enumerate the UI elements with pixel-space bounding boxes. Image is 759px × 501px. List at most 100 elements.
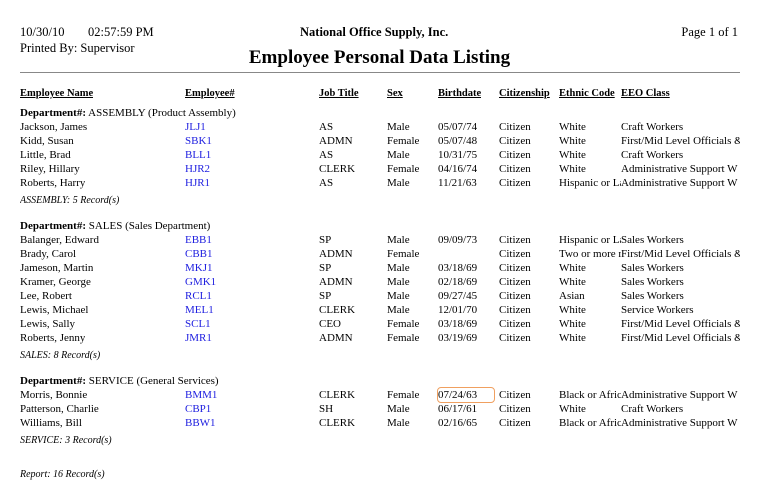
column-header[interactable]: Sex [387,88,403,99]
cell-ethnic-code: White [559,276,586,288]
cell-eeo-class: Sales Workers [621,234,684,246]
cell-ethnic-code: White [559,332,586,344]
cell-ethnic-code: Black or African American [559,417,621,429]
cell-ethnic-code: White [559,121,586,133]
cell-employee[interactable]: JLJ1 [185,121,206,133]
department-label: Department#: [20,107,86,119]
cell-employee[interactable]: RCL1 [185,290,212,302]
cell-eeo-class: Craft Workers [621,149,684,161]
cell-employee[interactable]: SBK1 [185,135,212,147]
cell-employee-name: Morris, Bonnie [20,389,88,401]
cell-eeo-class: Administrative Support W [621,389,738,401]
cell-employee-name: Lewis, Michael [20,304,89,316]
cell-birthdate: 02/16/65 [438,417,478,429]
cell-citizenship: Citizen [499,332,531,344]
cell-eeo-class: Craft Workers [621,121,684,133]
cell-employee-name: Lee, Robert [20,290,72,302]
cell-birthdate: 07/24/63 [437,387,495,403]
department-section: Department#: SERVICE (General Services) M… [0,374,740,448]
column-header[interactable]: Birthdate [438,88,482,99]
department-header: Department#: SERVICE (General Services) [0,374,740,388]
cell-employee[interactable]: HJR1 [185,177,211,189]
column-header[interactable]: Employee Name [20,88,94,99]
cell-birthdate: 05/07/74 [438,121,478,133]
cell-job-title: AS [319,149,334,161]
header-divider [20,72,740,73]
table-row: Kidd, Susan SBK1 ADMN Female 05/07/48 Citizen… [0,134,740,148]
table-row: Williams, Bill BBW1 CLERK Male 02/16/65 Citiz… [0,416,740,430]
cell-employee-name: Williams, Bill [20,417,82,429]
cell-employee[interactable]: MKJ1 [185,262,213,274]
cell-birthdate: 04/16/74 [438,163,478,175]
department-name: ASSEMBLY (Product Assembly) [88,107,236,119]
report-title: Employee Personal Data Listing [248,47,511,68]
cell-sex: Male [387,403,410,415]
cell-employee[interactable]: MEL1 [185,304,214,316]
cell-employee-name: Balanger, Edward [20,234,99,246]
cell-employee[interactable]: CBB1 [185,248,213,260]
cell-employee[interactable]: SCL1 [185,318,211,330]
cell-employee[interactable]: EBB1 [185,234,212,246]
column-header[interactable]: Citizenship [499,88,550,99]
cell-ethnic-code: White [559,135,586,147]
table-row: Lewis, Sally SCL1 CEO Female 03/18/69 Citizen… [0,317,740,331]
table-row: Balanger, Edward EBB1 SP Male 09/09/73 Citize… [0,233,740,247]
cell-eeo-class: Administrative Support W [621,163,738,175]
department-name: SALES (Sales Department) [88,220,211,232]
column-header[interactable]: Job Title [319,88,359,99]
cell-eeo-class: Administrative Support W [621,177,738,189]
cell-birthdate: 09/09/73 [438,234,478,246]
cell-ethnic-code: White [559,163,586,175]
department-label: Department#: [20,375,86,387]
cell-citizenship: Citizen [499,149,531,161]
column-header[interactable]: Ethnic Code [559,88,615,99]
column-headers: Employee Name Employee# Job Title Sex Birthd… [0,87,740,101]
cell-citizenship: Citizen [499,389,531,401]
department-summary: SALES: 8 Record(s) [20,350,101,361]
table-row: Jackson, James JLJ1 AS Male 05/07/74 Citizen W… [0,120,740,134]
cell-citizenship: Citizen [499,290,531,302]
cell-employee[interactable]: BLL1 [185,149,212,161]
cell-job-title: CEO [319,318,341,330]
table-row: Kramer, George GMK1 ADMN Male 02/18/69 Citize… [0,275,740,289]
cell-sex: Male [387,234,410,246]
cell-ethnic-code: White [559,403,586,415]
cell-employee[interactable]: BBW1 [185,417,216,429]
cell-employee[interactable]: CBP1 [185,403,212,415]
table-row: Roberts, Jenny JMR1 ADMN Female 03/19/69 Citi… [0,331,740,345]
cell-sex: Female [387,389,420,401]
cell-employee[interactable]: BMM1 [185,389,218,401]
cell-eeo-class: First/Mid Level Officials & [621,248,740,260]
cell-citizenship: Citizen [499,135,531,147]
cell-citizenship: Citizen [499,248,531,260]
cell-employee-name: Jameson, Martin [20,262,94,274]
department-header: Department#: SALES (Sales Department) [0,219,740,233]
cell-eeo-class: Service Workers [621,304,694,316]
cell-sex: Male [387,290,410,302]
cell-employee-name: Roberts, Jenny [20,332,86,344]
cell-citizenship: Citizen [499,417,531,429]
cell-birthdate: 02/18/69 [438,276,478,288]
cell-sex: Female [387,163,420,175]
cell-job-title: ADMN [319,135,353,147]
cell-eeo-class: Craft Workers [621,403,684,415]
cell-job-title: SP [319,234,332,246]
column-header[interactable]: Employee# [185,88,235,99]
department-header: Department#: ASSEMBLY (Product Assembly) [0,106,740,120]
report-summary: Report: 16 Record(s) [20,469,105,480]
table-row: Lee, Robert RCL1 SP Male 09/27/45 Citizen Asia… [0,289,740,303]
department-section: Department#: ASSEMBLY (Product Assembly)… [0,106,740,208]
cell-job-title: SP [319,290,332,302]
column-header[interactable]: EEO Class [621,88,670,99]
company-name: National Office Supply, Inc. [300,25,449,39]
cell-employee[interactable]: JMR1 [185,332,212,344]
cell-eeo-class: First/Mid Level Officials & [621,332,740,344]
cell-sex: Male [387,262,410,274]
cell-citizenship: Citizen [499,276,531,288]
cell-employee[interactable]: HJR2 [185,163,211,175]
print-time: 02:57:59 PM [88,25,154,39]
table-row: Riley, Hillary HJR2 CLERK Female 04/16/74 Cit… [0,162,740,176]
cell-employee[interactable]: GMK1 [185,276,217,288]
cell-eeo-class: First/Mid Level Officials & [621,135,740,147]
cell-employee-name: Little, Brad [20,149,71,161]
